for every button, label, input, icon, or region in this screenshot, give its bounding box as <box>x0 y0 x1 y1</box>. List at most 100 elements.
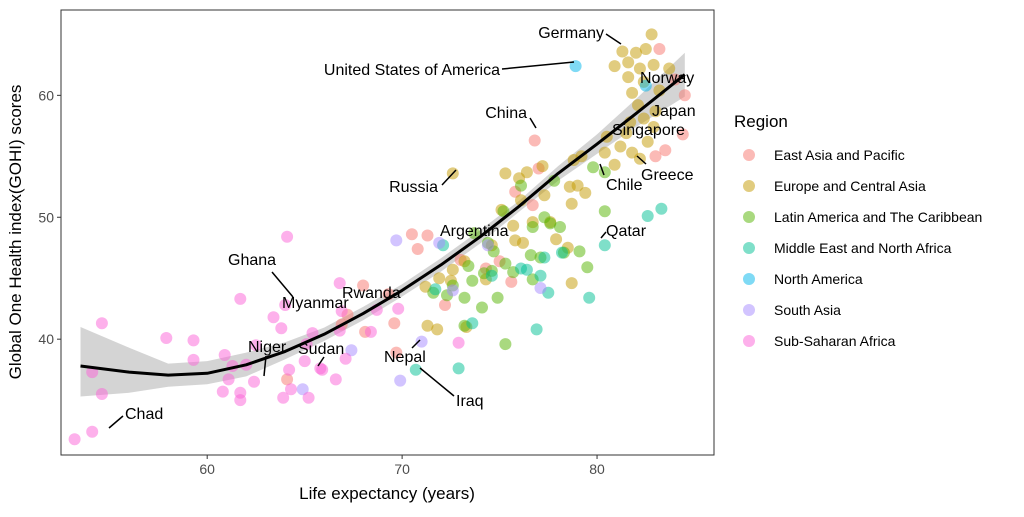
legend-label-sub-saharan-africa: Sub-Saharan Africa <box>774 333 896 349</box>
legend: Region East Asia and Pacific Europe and C… <box>734 112 982 349</box>
point-north-america <box>569 60 582 73</box>
legend-label-middle-east-and-north-africa: Middle East and North Africa <box>774 240 952 256</box>
annotation-sudan: Sudan <box>298 341 344 358</box>
confidence-band-layer <box>80 52 685 397</box>
confidence-band <box>80 52 685 397</box>
annotation-china: China <box>485 105 527 122</box>
point-latin-america-and-the-caribbean <box>526 221 539 233</box>
point-sub-saharan-africa <box>277 391 290 404</box>
point-east-asia-and-pacific <box>528 134 541 147</box>
point-sub-saharan-africa <box>216 385 229 398</box>
point-sub-saharan-africa <box>302 391 315 404</box>
point-latin-america-and-the-caribbean <box>544 217 557 230</box>
point-middle-east-and-north-africa <box>466 317 479 330</box>
point-south-asia <box>394 374 407 387</box>
point-sub-saharan-africa <box>392 302 405 315</box>
point-middle-east-and-north-africa <box>556 246 568 259</box>
point-east-asia-and-pacific <box>281 373 294 386</box>
point-europe-and-central-asia <box>446 263 459 276</box>
point-europe-and-central-asia <box>499 167 512 180</box>
point-europe-and-central-asia <box>620 127 633 140</box>
point-latin-america-and-the-caribbean <box>499 257 512 270</box>
point-europe-and-central-asia <box>536 160 549 173</box>
annotation-layer: Germany United States of America Norway Jap… <box>108 25 696 429</box>
annotation-chile: Chile <box>606 177 643 194</box>
point-europe-and-central-asia <box>630 46 642 59</box>
point-sub-saharan-africa <box>306 327 319 340</box>
point-latin-america-and-the-caribbean <box>491 291 504 304</box>
annotation-leader-china <box>529 117 537 129</box>
point-latin-america-and-the-caribbean <box>587 161 600 174</box>
point-sub-saharan-africa <box>267 311 280 324</box>
axis-layer: 60 70 80 40 50 60 <box>38 87 605 477</box>
point-middle-east-and-north-africa <box>583 291 596 304</box>
y-tick-label: 60 <box>38 87 54 103</box>
y-axis-title: Global One Health index(GOHI) scores <box>6 85 25 380</box>
point-east-asia-and-pacific <box>526 199 539 212</box>
point-latin-america-and-the-caribbean <box>476 301 488 314</box>
point-sub-saharan-africa <box>68 433 81 446</box>
annotation-russia: Russia <box>389 179 438 196</box>
annotation-leader-chile <box>599 163 605 176</box>
point-sub-saharan-africa <box>314 362 327 375</box>
point-south-asia <box>296 383 309 396</box>
legend-key-north-america <box>743 273 755 285</box>
annotation-rwanda: Rwanda <box>342 285 401 302</box>
point-europe-and-central-asia <box>421 319 434 332</box>
annotation-chad: Chad <box>125 406 163 423</box>
point-south-asia <box>433 236 446 249</box>
point-sub-saharan-africa <box>160 332 173 344</box>
point-latin-america-and-the-caribbean <box>524 249 537 262</box>
point-east-asia-and-pacific <box>357 279 370 292</box>
annotation-leader-nepal <box>411 339 421 349</box>
annotation-germany: Germany <box>538 25 604 42</box>
annotation-argentina: Argentina <box>440 223 509 240</box>
point-middle-east-and-north-africa <box>452 362 465 375</box>
point-europe-and-central-asia <box>641 135 654 148</box>
point-latin-america-and-the-caribbean <box>515 179 527 192</box>
x-tick-label: 60 <box>199 461 215 477</box>
point-sub-saharan-africa <box>333 277 346 290</box>
annotation-leader-united-states-of-america <box>501 61 575 70</box>
point-latin-america-and-the-caribbean <box>598 205 611 218</box>
point-middle-east-and-north-africa <box>641 210 654 222</box>
legend-key-latin-america-and-the-caribbean <box>743 211 755 223</box>
point-europe-and-central-asia <box>622 71 635 84</box>
point-europe-and-central-asia <box>622 56 635 69</box>
point-sub-saharan-africa <box>234 292 247 305</box>
point-middle-east-and-north-africa <box>530 323 543 336</box>
point-sub-saharan-africa <box>86 425 99 438</box>
annotation-leader-qatar <box>600 231 607 239</box>
annotation-myanmar: Myanmar <box>282 295 349 312</box>
point-middle-east-and-north-africa <box>409 363 422 376</box>
point-east-asia-and-pacific <box>653 43 666 55</box>
annotation-nepal: Nepal <box>384 349 426 366</box>
point-sub-saharan-africa <box>335 305 348 318</box>
point-east-asia-and-pacific <box>649 150 662 163</box>
legend-label-east-asia-and-pacific: East Asia and Pacific <box>774 147 905 163</box>
point-europe-and-central-asia <box>598 146 611 159</box>
point-sub-saharan-africa <box>279 299 292 311</box>
point-europe-and-central-asia <box>663 62 676 75</box>
point-latin-america-and-the-caribbean <box>497 205 510 218</box>
annotation-leader-russia <box>441 169 457 186</box>
point-east-asia-and-pacific <box>505 275 518 288</box>
point-sub-saharan-africa <box>218 349 231 361</box>
point-sub-saharan-africa <box>452 336 465 349</box>
point-latin-america-and-the-caribbean <box>499 338 512 351</box>
point-middle-east-and-north-africa <box>598 239 611 252</box>
point-latin-america-and-the-caribbean <box>554 221 566 233</box>
point-latin-america-and-the-caribbean <box>466 274 479 287</box>
point-sub-saharan-africa <box>329 373 342 386</box>
legend-key-east-asia-and-pacific <box>743 149 755 161</box>
point-south-asia <box>534 282 547 294</box>
point-south-asia <box>345 344 358 357</box>
legend-key-europe-and-central-asia <box>743 180 755 192</box>
point-europe-and-central-asia <box>579 186 592 199</box>
point-sub-saharan-africa <box>285 383 297 396</box>
annotation-united-states-of-america: United States of America <box>324 62 500 79</box>
legend-title: Region <box>734 112 788 131</box>
annotation-ghana: Ghana <box>228 252 276 269</box>
point-middle-east-and-north-africa <box>429 283 442 296</box>
